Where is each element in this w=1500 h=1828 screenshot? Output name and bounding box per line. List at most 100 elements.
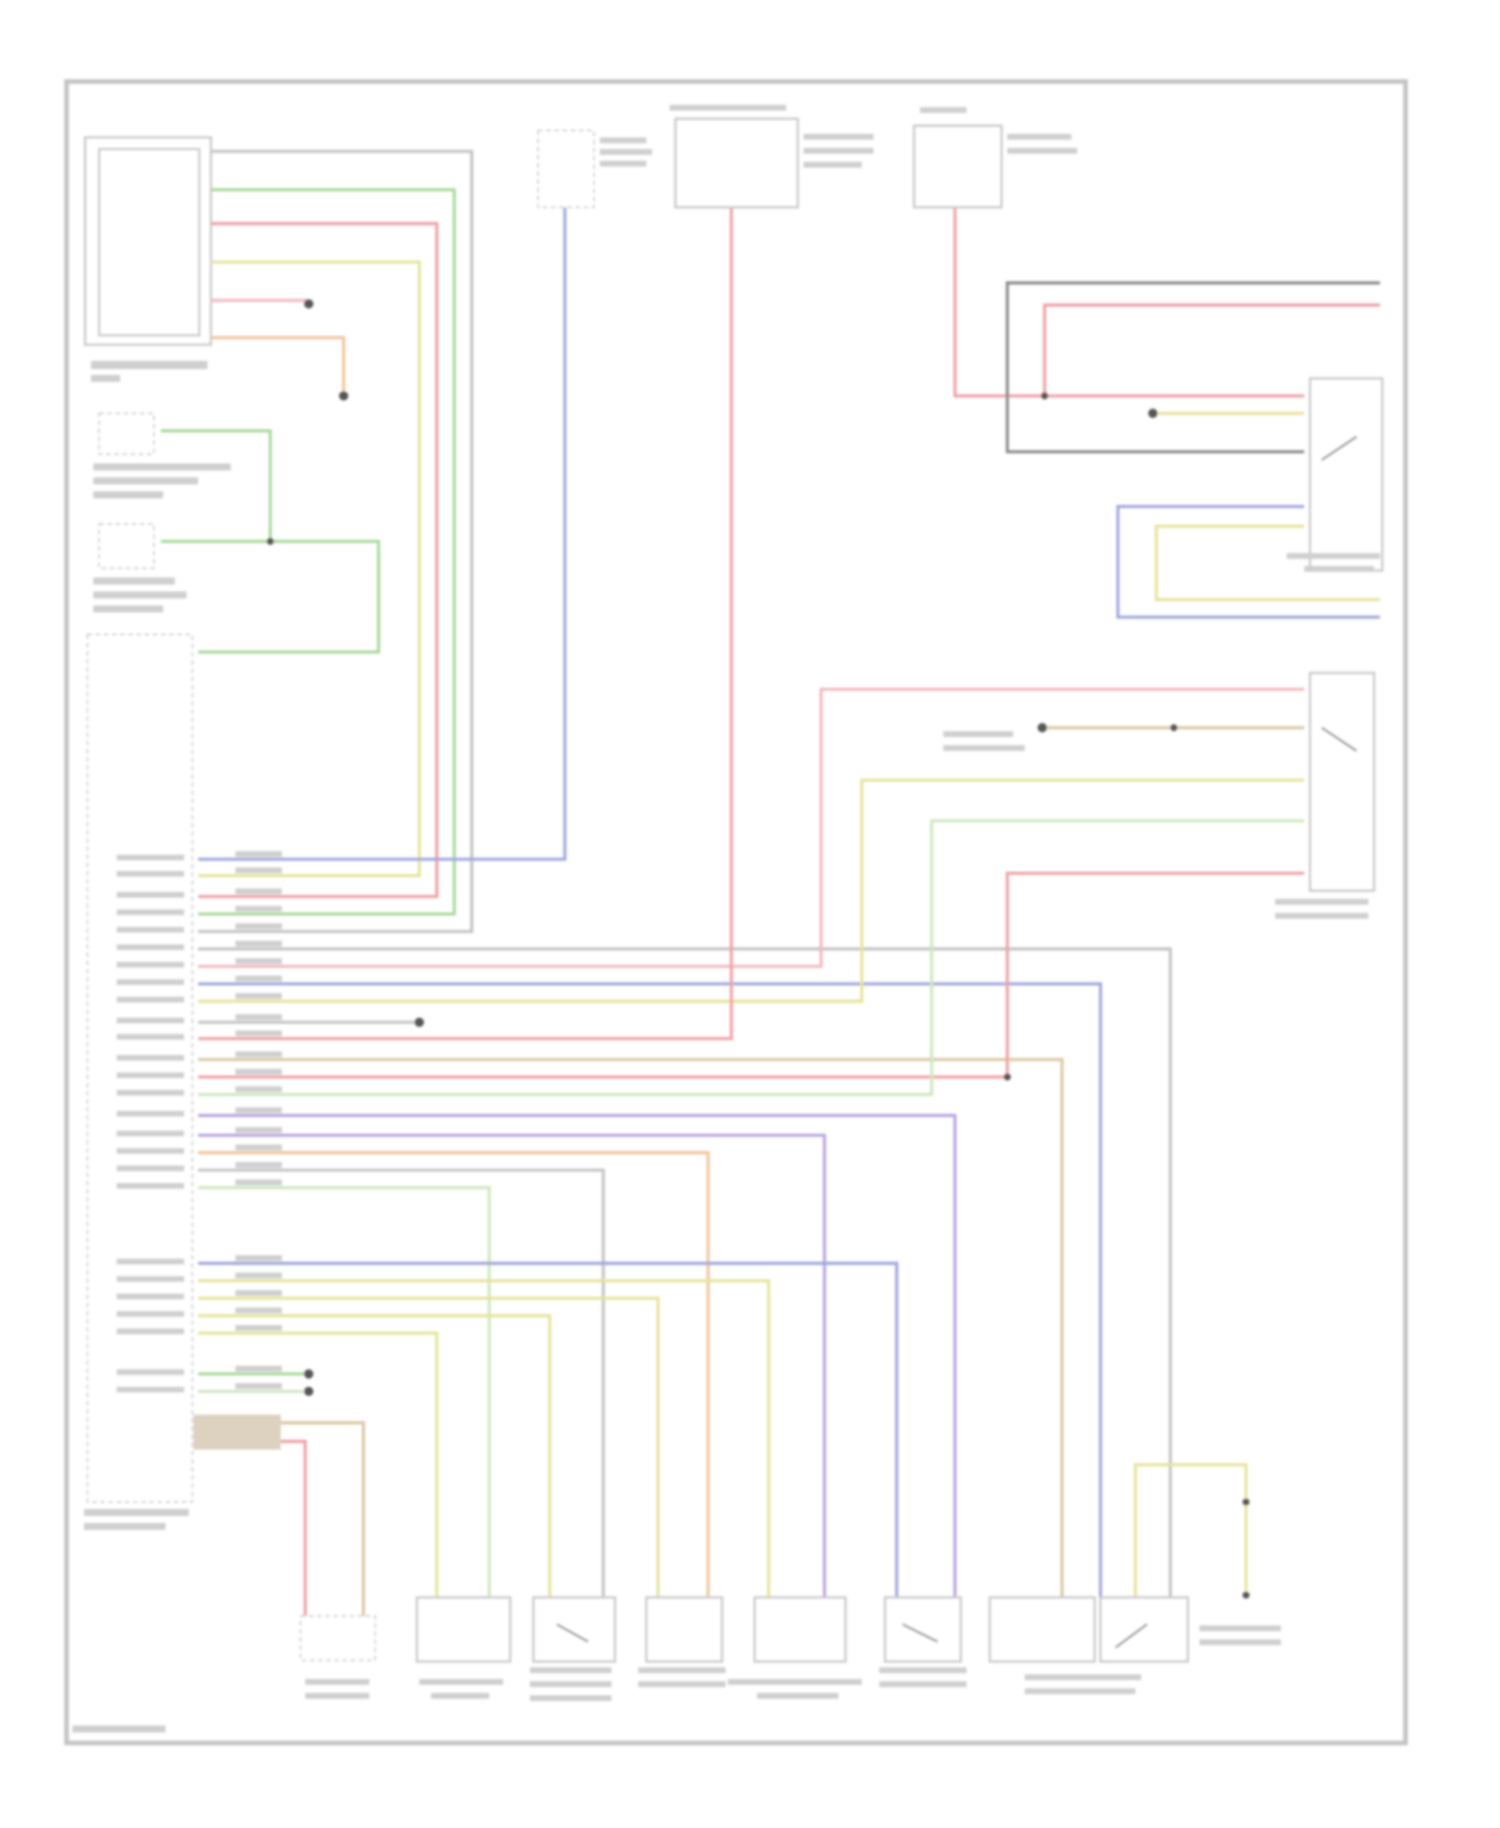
pin-label (116, 854, 185, 861)
wire-purple (198, 1133, 827, 1598)
wire-yellow (1154, 524, 1380, 602)
pin-label (116, 1369, 185, 1376)
wire-color-label (235, 1325, 282, 1331)
pin-label (116, 1386, 185, 1393)
wire-gray (198, 149, 474, 933)
pin-label (116, 1017, 185, 1024)
pin-label (116, 1276, 185, 1282)
pin-label (116, 1054, 185, 1061)
pin-label-placeholders (116, 851, 282, 1393)
wire-color-label (235, 867, 282, 874)
pin-label (116, 1182, 185, 1189)
wire-color-label (235, 1030, 282, 1037)
pin-label (116, 961, 185, 968)
wire-color-label (235, 1086, 282, 1093)
wire-color-label (235, 1290, 282, 1296)
wire-lightgreen (198, 819, 1305, 1096)
left-sensor-2 (93, 523, 187, 613)
right-switch-lower (943, 671, 1376, 919)
wire-color-label (235, 1068, 282, 1075)
pin-label (116, 979, 185, 986)
pin-label (116, 1165, 185, 1172)
top-sensor-a (537, 129, 653, 209)
wire-color-label (235, 1127, 282, 1133)
wire-red (1043, 303, 1380, 396)
top-fuse (913, 107, 1078, 209)
wire-darkgray (1005, 281, 1380, 454)
transmission-control-module (84, 633, 281, 1530)
pin-label (116, 891, 185, 898)
wire-red (198, 207, 733, 1041)
wire-color-label (235, 1162, 282, 1168)
pin-label (116, 1072, 185, 1079)
right-switch-upper (1286, 377, 1384, 572)
pin-label (116, 1258, 185, 1265)
wire-yellow (198, 1331, 439, 1598)
wire-red (953, 207, 1305, 398)
splice-points (266, 299, 1250, 1599)
pin-label (116, 1130, 185, 1137)
wire-color-label (235, 975, 282, 982)
wire-color-label (235, 993, 282, 999)
pin-label (116, 1110, 185, 1117)
wire-color-label (235, 1051, 282, 1058)
wire-gray (198, 1168, 605, 1598)
wire-red (198, 871, 1305, 1079)
wire-lightgreen (198, 1186, 491, 1598)
wire-color-label (235, 1255, 282, 1261)
pin-label (116, 1293, 185, 1300)
wire-color-label (235, 905, 282, 912)
top-left-control-module (84, 136, 213, 382)
wire-yellow (198, 1296, 660, 1598)
wire-red (198, 1439, 307, 1619)
pin-label (116, 944, 185, 951)
wire-pink (198, 687, 1305, 968)
wire-purple (198, 1113, 957, 1598)
wire-color-label (235, 940, 282, 947)
pin-label (116, 909, 185, 916)
wire-orange (198, 1151, 710, 1598)
wire-green (160, 429, 272, 542)
wire-color-label (235, 888, 282, 895)
wire-color-label (235, 1144, 282, 1151)
wire-blue (198, 207, 567, 861)
wire-blue (198, 1261, 899, 1598)
wire-color-label (235, 1179, 282, 1186)
wire-blue (1116, 504, 1380, 619)
wire-tan (198, 1058, 1064, 1598)
wire-green (160, 539, 381, 654)
diagram-frame (64, 79, 1408, 1746)
wire-red (198, 222, 439, 899)
bottom-components (72, 1596, 1281, 1733)
pin-label (116, 1089, 185, 1096)
wire-yellow (198, 260, 421, 878)
wire-tan (198, 1421, 365, 1619)
wire-gray (198, 947, 1172, 1598)
wire-yellow (198, 778, 1305, 1003)
wire-blue (198, 982, 1102, 1598)
wire-color-label (235, 1383, 282, 1390)
pin-label (116, 1148, 185, 1154)
pin-label (116, 926, 185, 933)
wire-color-label (235, 923, 282, 930)
wire-color-label (235, 958, 282, 965)
wire-color-label (235, 1272, 282, 1279)
left-sensor-1 (93, 412, 231, 499)
wire-color-label (235, 1365, 282, 1372)
pin-label (116, 1328, 185, 1335)
top-sensor-b (669, 104, 874, 209)
wires (160, 149, 1380, 1619)
wire-green (198, 188, 456, 916)
wire-yellow (198, 1279, 771, 1598)
pin-label (116, 996, 185, 1003)
wire-color-label (235, 1014, 282, 1020)
pin-label (116, 1311, 185, 1317)
wire-color-label (235, 851, 282, 857)
wire-orange (210, 336, 346, 396)
pin-label (116, 870, 185, 877)
wire-yellow (198, 1314, 552, 1598)
wire-color-label (235, 1107, 282, 1114)
wire-color-label (235, 1307, 282, 1314)
wire-yellow (1133, 1463, 1248, 1598)
